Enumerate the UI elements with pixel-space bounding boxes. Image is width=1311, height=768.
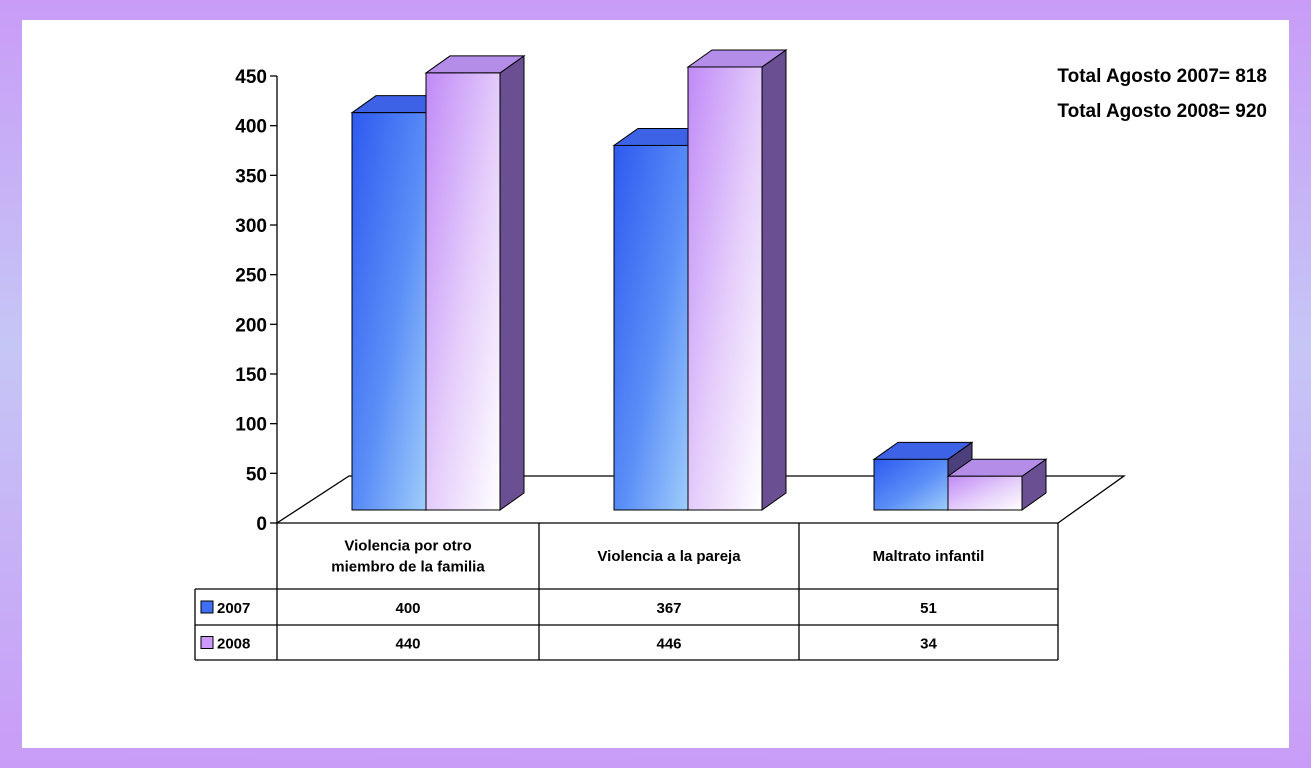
category-label: Violencia a la pareja [597,548,741,565]
bar-2008-0-front [425,72,501,511]
totals-box: Total Agosto 2007= 818 Total Agosto 2008… [1057,66,1267,122]
value-label-2008-0: 440 [395,636,420,653]
category-label: miembro de la familia [331,559,485,576]
y-tick-label: 450 [235,67,267,88]
y-axis: 0 50 100 150 200 250 300 350 400 450 [235,67,278,535]
bar-2008-2-front [947,475,1023,511]
y-tick-label: 0 [256,514,267,535]
y-tick-label: 300 [235,216,267,237]
bar-2008-2 [946,458,1048,511]
bar-2007-1-front [613,144,689,511]
y-tick-label: 150 [235,365,267,386]
value-label-2007-1: 367 [656,600,681,617]
bar-2007-2-front [873,458,949,511]
bar-chart-3d: 0 50 100 150 200 250 300 350 400 450 Violencia po… [194,49,1267,661]
data-table: Violencia por otro miembro de la familia V… [194,523,1059,661]
y-tick-label: 400 [235,117,267,138]
bar-2008-1 [686,49,788,511]
y-tick-label: 350 [235,166,267,187]
y-tick-label: 100 [235,415,267,436]
legend-swatch-2007 [200,600,214,614]
total-2007-label: Total Agosto 2007= 818 [1057,66,1267,87]
bar-2007-2 [872,441,974,511]
legend-label-2007: 2007 [217,600,250,617]
bars [350,49,1048,511]
value-label-2007-2: 51 [920,600,937,617]
category-label: Maltrato infantil [873,548,985,565]
slide: 0 50 100 150 200 250 300 350 400 450 Violencia po… [22,20,1289,748]
bar-2008-1-front [687,66,763,511]
y-tick-label: 200 [235,315,267,336]
value-label-2008-1: 446 [656,636,681,653]
legend-swatch-2008 [200,636,214,649]
y-tick-label: 250 [235,266,267,287]
bar-2008-1-side [761,49,787,511]
bar-2007-0-front [351,112,427,511]
bar-2008-0 [424,54,526,511]
category-label: Violencia por otro [344,538,471,555]
y-tick-label: 50 [246,464,267,485]
value-label-2007-0: 400 [395,600,420,617]
legend-label-2008: 2008 [217,636,250,653]
value-label-2008-2: 34 [920,636,937,653]
total-2008-label: Total Agosto 2008= 920 [1057,101,1267,122]
bar-2008-0-side [499,54,525,511]
